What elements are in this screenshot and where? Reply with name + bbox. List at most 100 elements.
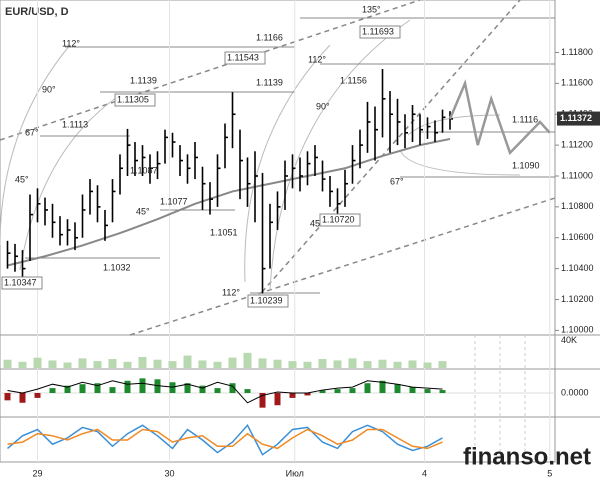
y-tick-label: 1.11800 — [561, 47, 593, 57]
forecast-line — [448, 79, 551, 156]
annotation-box — [319, 213, 361, 227]
volume-bar — [288, 361, 297, 368]
macd-bar — [319, 390, 326, 393]
macd-line — [7, 380, 443, 404]
macd-bar — [379, 380, 386, 393]
y-tick-label: 1.11600 — [561, 78, 593, 88]
annotation: 1.1116 — [512, 114, 538, 124]
volume-bar — [78, 358, 87, 368]
macd-bar — [199, 385, 206, 393]
annotation: 1.10720 — [322, 214, 355, 224]
annotation: 112° — [62, 38, 80, 48]
annotation-box — [114, 93, 156, 107]
annotation: 1.1166 — [256, 32, 283, 42]
volume-bar — [258, 358, 267, 368]
volume-bar — [318, 359, 327, 368]
annotation: 1.1077 — [160, 196, 188, 206]
volume-bar — [378, 359, 387, 368]
x-tick-label: 29 — [32, 468, 42, 478]
volume-bar — [3, 359, 12, 368]
annotation: 1.1090 — [512, 160, 540, 170]
x-tick-label: 5 — [547, 468, 552, 478]
x-tick-label: Июл — [286, 468, 304, 478]
volume-bar — [273, 359, 282, 368]
macd-bar — [64, 385, 71, 393]
macd-bar — [259, 393, 266, 408]
y-tick-label: 40K — [561, 335, 577, 345]
y-tick-label: 1.10400 — [561, 263, 594, 273]
trend-lines — [0, 0, 556, 336]
annotation: 1.1139 — [130, 75, 157, 85]
macd-bar — [244, 389, 251, 393]
y-tick-label: 1.10000 — [561, 325, 594, 335]
x-tick-label: 30 — [164, 468, 174, 478]
macd-bar — [124, 380, 131, 393]
y-tick-label: 1.10800 — [561, 201, 594, 211]
macd-bar — [4, 393, 11, 401]
annotation: 112° — [222, 287, 240, 297]
macd-bar — [409, 387, 416, 393]
annotation: 90° — [316, 101, 330, 111]
volume-bar — [123, 361, 132, 368]
annotation: 1.10239 — [250, 295, 283, 305]
annotation: 1.11693 — [362, 26, 394, 36]
volume-bar — [333, 360, 342, 368]
stochastic-line — [7, 428, 443, 450]
macd-bar — [34, 393, 41, 398]
macd-bar — [49, 388, 56, 393]
macd-bar — [439, 390, 446, 393]
annotation-box — [359, 25, 401, 39]
macd-bar — [394, 384, 401, 393]
stochastic-line — [7, 423, 443, 456]
macd-bar — [94, 383, 101, 393]
volume-bar — [48, 360, 57, 368]
volume-bar — [168, 361, 177, 368]
volume-bar — [108, 359, 117, 368]
annotation-box — [1, 276, 43, 290]
macd-bar — [229, 383, 236, 393]
volume-bar — [423, 362, 432, 368]
chart-title: EUR/USD, D — [5, 6, 69, 18]
annotation: 1.1051 — [210, 227, 238, 237]
y-tick-label: 1.11200 — [561, 139, 593, 149]
annotation: 45° — [15, 174, 29, 184]
volume-bar — [228, 357, 237, 368]
annotation: 1.1156 — [340, 75, 367, 85]
watermark: finanso.net — [463, 443, 591, 470]
macd-bar — [184, 383, 191, 393]
macd-bar — [364, 383, 371, 393]
annotation: 1.11305 — [117, 94, 149, 104]
y-tick-label: 1.11000 — [561, 170, 593, 180]
annotation: 1.11543 — [227, 52, 259, 62]
volume-bar — [213, 361, 222, 368]
volume-bar — [33, 357, 42, 368]
volume-bar — [243, 352, 252, 368]
macd-bar — [289, 393, 296, 398]
volume-bar — [438, 361, 447, 368]
last-price-label: 1.11372 — [560, 113, 592, 123]
y-tick-label: 0.0000 — [561, 387, 589, 397]
volume-bar — [198, 360, 207, 368]
macd-bar — [349, 388, 356, 393]
volume-bar — [363, 361, 372, 368]
macd-bar — [304, 393, 311, 396]
volume-bar — [93, 361, 102, 368]
annotation: 135° — [362, 4, 381, 14]
macd-bar — [139, 378, 146, 393]
volume-bar — [18, 361, 27, 368]
macd-bar — [79, 384, 86, 393]
macd-bar — [109, 387, 116, 393]
volume-bar — [408, 360, 417, 368]
volume-bar — [393, 361, 402, 368]
annotation: 90° — [42, 84, 56, 94]
macd-bar — [274, 393, 281, 406]
x-tick-label: 4 — [422, 468, 427, 478]
annotation: 1.1113 — [62, 119, 88, 129]
macd-bar — [334, 389, 341, 393]
macd-bar — [19, 393, 26, 403]
annotation: 45° — [310, 218, 324, 228]
annotation: 67° — [390, 176, 404, 186]
volume-bar — [153, 359, 162, 368]
annotation: 112° — [308, 54, 326, 64]
y-tick-label: 1.10200 — [561, 294, 594, 304]
